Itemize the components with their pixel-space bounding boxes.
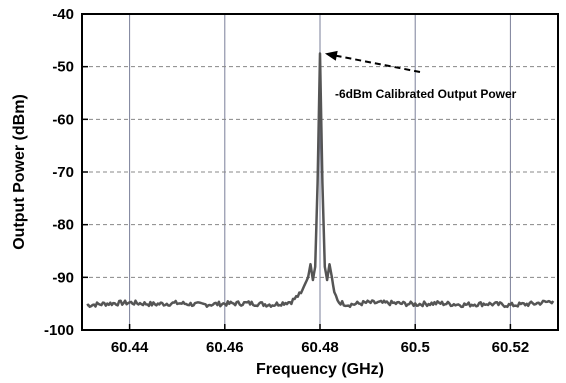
y-tick-label: -90 bbox=[52, 269, 74, 286]
y-tick-label: -40 bbox=[52, 6, 74, 23]
x-axis-title: Frequency (GHz) bbox=[256, 361, 384, 378]
annotation-arrow bbox=[334, 54, 421, 73]
y-tick-label: -80 bbox=[52, 217, 74, 234]
x-tick-label: 60.44 bbox=[111, 339, 149, 356]
y-tick-label: -50 bbox=[52, 59, 74, 76]
y-tick-label: -100 bbox=[44, 322, 74, 339]
x-tick-labels: 60.44 60.46 60.48 60.5 60.52 bbox=[111, 339, 529, 356]
x-tick-label: 60.48 bbox=[301, 339, 339, 356]
axis-ticks bbox=[82, 13, 512, 331]
annotation-text: -6dBm Calibrated Output Power bbox=[335, 87, 517, 101]
x-tick-label: 60.52 bbox=[492, 339, 530, 356]
series-line bbox=[86, 52, 555, 309]
y-tick-label: -70 bbox=[52, 164, 74, 181]
annotation-arrowhead bbox=[324, 50, 338, 61]
x-tick-label: 60.5 bbox=[401, 339, 430, 356]
y-tick-label: -60 bbox=[52, 111, 74, 128]
y-axis-title: Output Power (dBm) bbox=[11, 94, 28, 250]
x-tick-label: 60.46 bbox=[206, 339, 244, 356]
y-tick-labels: -100 -90 -80 -70 -60 -50 -40 bbox=[44, 6, 74, 339]
